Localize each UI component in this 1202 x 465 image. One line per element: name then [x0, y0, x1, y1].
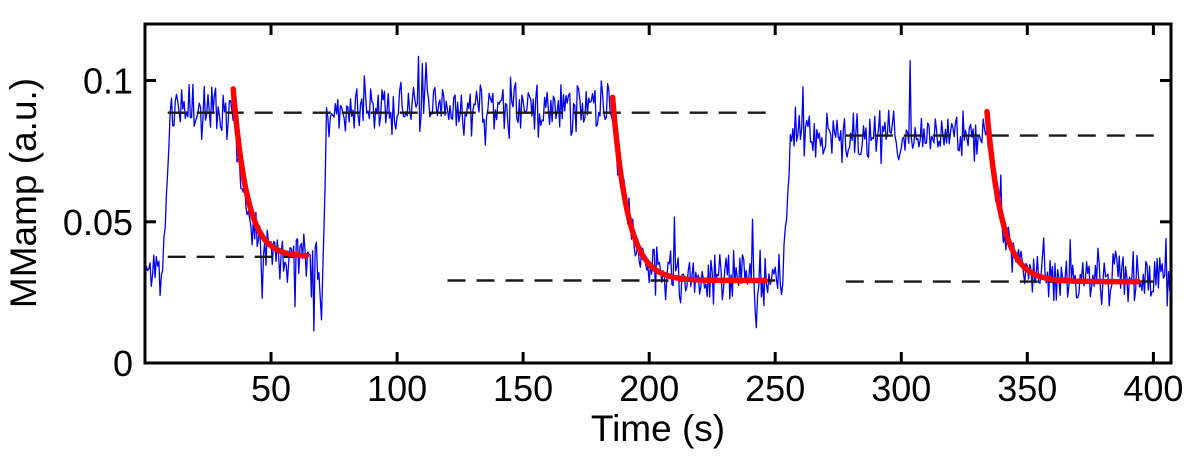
axis-box [143, 22, 1173, 365]
x-axis-title: Time (s) [591, 408, 725, 449]
x-tick-label: 150 [493, 368, 553, 409]
y-tick-label: 0.1 [83, 61, 133, 102]
y-tick-label: 0.05 [63, 202, 133, 243]
y-axis-title: MMamp (a.u.) [3, 78, 44, 308]
x-tick-label: 200 [619, 368, 679, 409]
x-tick-label: 300 [871, 368, 931, 409]
fit-curve-3 [984, 108, 1141, 285]
x-tick-label: 400 [1123, 368, 1183, 409]
fit-curve-1 [230, 86, 310, 259]
x-tick-label: 50 [251, 368, 291, 409]
x-tick-label: 100 [367, 368, 427, 409]
x-tick-label: 250 [745, 368, 805, 409]
x-tick-label: 350 [997, 368, 1057, 409]
fit-curve-2 [609, 94, 768, 284]
signal-trace [145, 55, 1172, 332]
plot-area: 50 100 150 200 250 300 350 400 0 0.05 0.1 [63, 22, 1183, 409]
y-tick-label: 0 [113, 343, 133, 384]
